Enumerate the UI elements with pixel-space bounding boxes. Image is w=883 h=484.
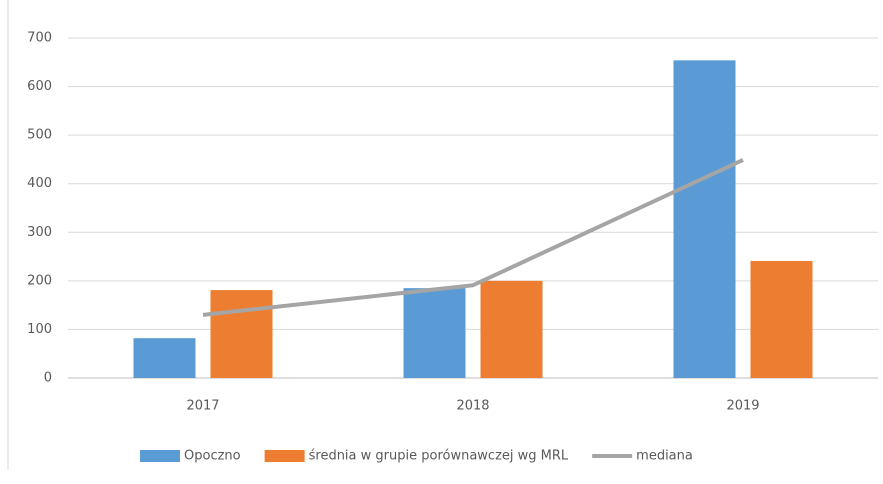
y-tick-label: 100 (27, 322, 52, 337)
legend-label: średnia w grupie porównawczej wg MRL (309, 449, 569, 464)
bar (210, 290, 273, 378)
y-tick-label: 0 (44, 371, 52, 386)
bar (480, 280, 543, 378)
x-tick-label: 2019 (726, 399, 759, 414)
x-tick-label: 2017 (186, 399, 219, 414)
y-tick-label: 400 (27, 176, 52, 191)
legend-label: Opoczno (184, 449, 241, 464)
y-tick-label: 500 (27, 128, 52, 143)
legend-swatch (140, 450, 180, 462)
bar (673, 60, 736, 378)
x-tick-label: 2018 (456, 399, 489, 414)
bar (133, 338, 196, 378)
y-tick-label: 200 (27, 273, 52, 288)
y-tick-label: 300 (27, 225, 52, 240)
y-tick-label: 600 (27, 79, 52, 94)
bar (403, 288, 466, 378)
legend-swatch (264, 450, 305, 462)
y-tick-label: 700 (27, 31, 52, 46)
bar (750, 260, 813, 378)
line (202, 158, 744, 317)
legend-label: mediana (636, 449, 693, 464)
